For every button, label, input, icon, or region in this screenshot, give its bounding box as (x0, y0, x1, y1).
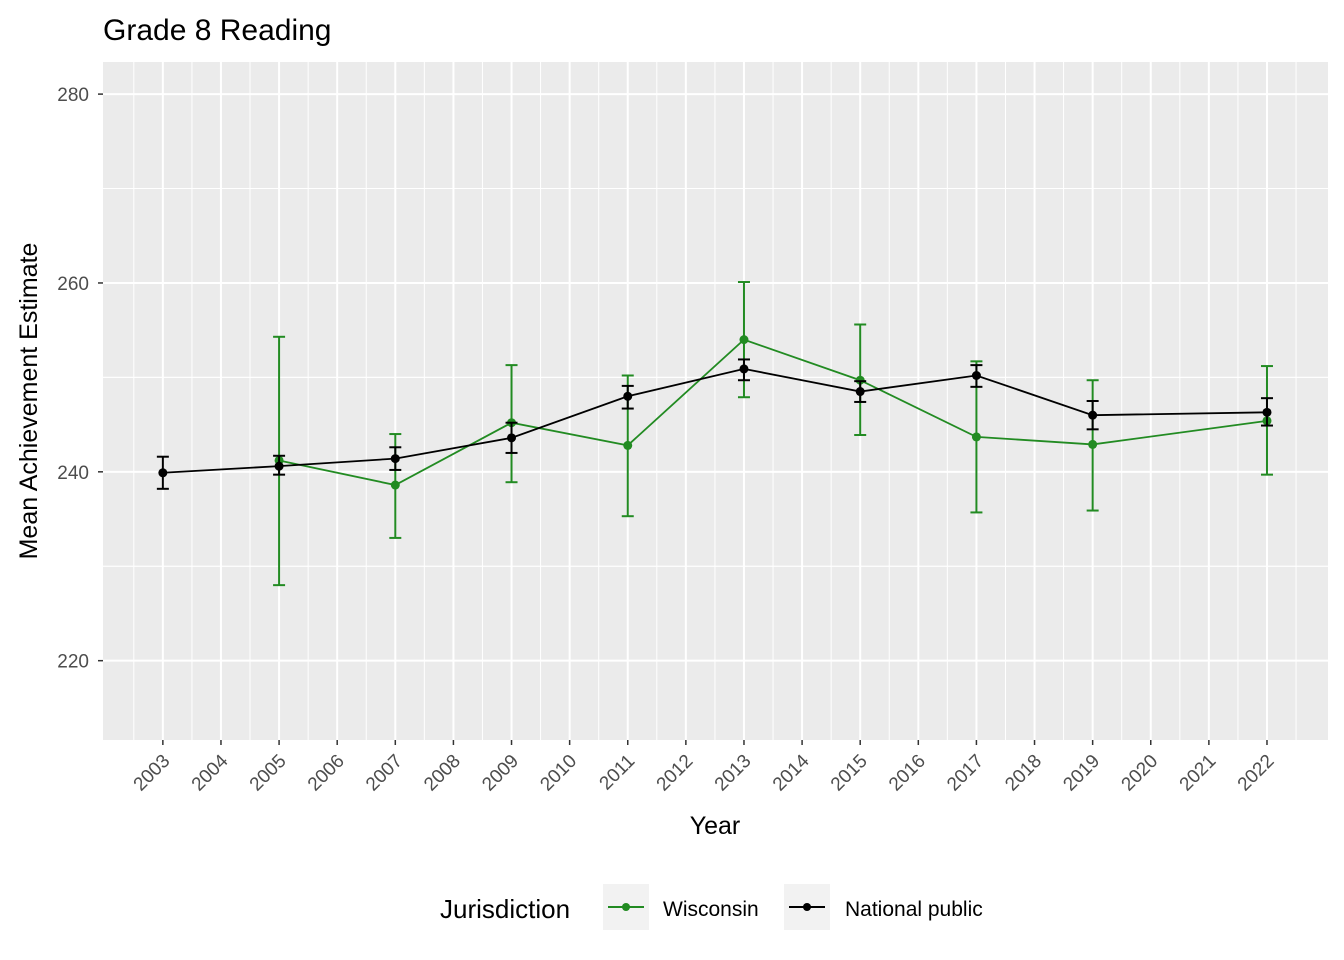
x-tick-label: 2021 (1176, 751, 1221, 796)
y-tick-label: 280 (57, 85, 89, 106)
x-tick-label: 2022 (1234, 751, 1279, 796)
x-tick-label: 2010 (536, 751, 581, 796)
data-point (623, 391, 633, 401)
data-point (158, 468, 168, 478)
x-tick-label: 2007 (362, 751, 407, 796)
x-tick-label: 2003 (130, 751, 175, 796)
x-tick-label: 2008 (420, 751, 465, 796)
x-tick-label: 2015 (827, 751, 872, 796)
y-tick-label: 220 (57, 652, 89, 673)
data-point (1088, 410, 1098, 420)
chart-title: Grade 8 Reading (103, 14, 332, 47)
x-tick-label: 2019 (1059, 751, 1104, 796)
data-point (274, 461, 284, 471)
x-tick-label: 2009 (478, 751, 523, 796)
x-tick-label: 2020 (1118, 751, 1163, 796)
y-tick-label: 260 (57, 274, 89, 295)
x-tick-label: 2016 (885, 751, 930, 796)
legend-title: Jurisdiction (440, 894, 570, 924)
legend-label-national-public: National public (845, 898, 983, 921)
data-point (971, 432, 981, 442)
data-point (390, 480, 400, 490)
data-point (855, 387, 865, 397)
data-point (390, 454, 400, 464)
data-point (739, 364, 749, 374)
plot-panel (103, 62, 1328, 740)
x-tick-label: 2011 (596, 751, 640, 795)
legend-label-wisconsin: Wisconsin (663, 898, 759, 921)
x-tick-label: 2014 (769, 750, 814, 795)
x-tick-label: 2005 (246, 751, 291, 796)
x-tick-label: 2004 (188, 750, 233, 795)
x-tick-label: 2017 (943, 751, 988, 796)
data-point (1262, 407, 1272, 417)
data-point (623, 440, 633, 450)
series-national-public (156, 358, 1273, 490)
y-axis-label: Mean Achievement Estimate (15, 243, 43, 560)
data-point (739, 335, 749, 345)
data-point (1088, 439, 1098, 449)
series-line (162, 367, 1267, 474)
x-tick-label: 2012 (653, 751, 698, 796)
data-point (971, 371, 981, 381)
x-tick-label: 2013 (711, 751, 756, 796)
x-tick-label: 2006 (304, 751, 349, 796)
x-tick-label: 2018 (1001, 751, 1046, 796)
x-axis-label: Year (690, 812, 741, 840)
data-point (507, 433, 517, 443)
y-tick-label: 240 (57, 463, 89, 484)
legend: Jurisdiction Wisconsin National public (440, 884, 983, 930)
